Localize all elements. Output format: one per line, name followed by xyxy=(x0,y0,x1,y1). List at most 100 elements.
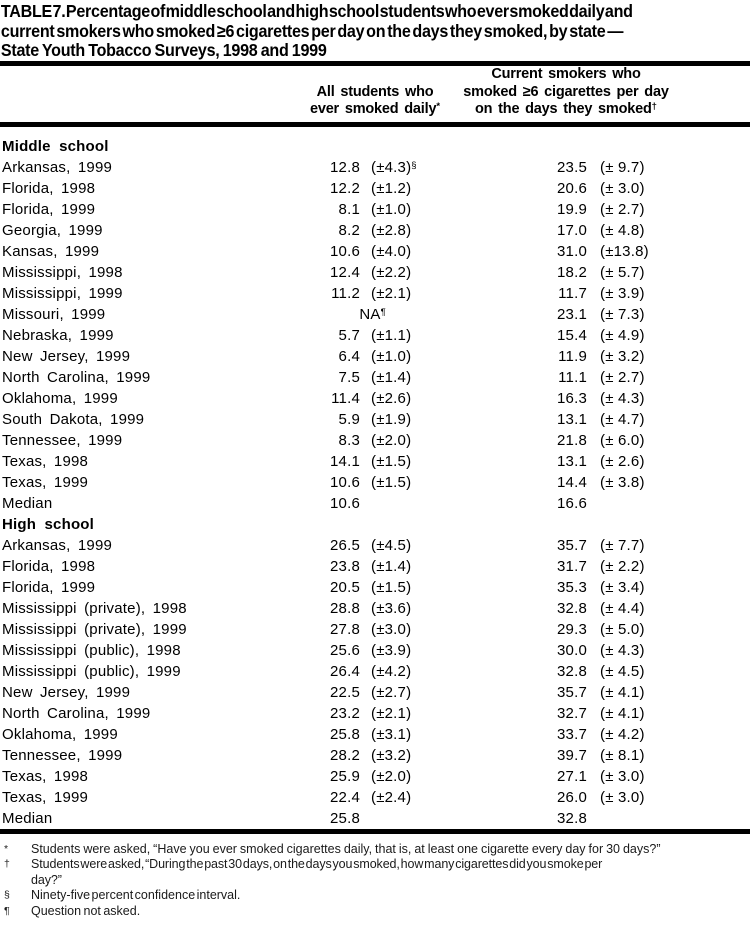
state-label: Florida, 1999 xyxy=(2,200,96,218)
value-ever-smoked-daily: 22.4 xyxy=(330,788,360,806)
value-ever-smoked-daily: 26.4 xyxy=(330,662,360,680)
state-label: Mississippi, 1998 xyxy=(2,263,123,281)
value-ever-smoked-daily: 10.6 xyxy=(330,242,360,260)
ci-current-smokers: (± 4.3) xyxy=(600,389,645,407)
state-label: South Dakota, 1999 xyxy=(2,410,145,428)
ci-current-smokers: (± 4.1) xyxy=(600,683,645,701)
ci-ever-smoked-daily: (±2.4) xyxy=(371,788,412,806)
state-label: Texas, 1999 xyxy=(2,788,89,806)
state-label: Florida, 1998 xyxy=(2,179,96,197)
footnote: † Students were asked, “During the past … xyxy=(0,857,611,888)
ci-current-smokers: (± 4.7) xyxy=(600,410,645,428)
value-current-smokers: 11.1 xyxy=(558,368,587,386)
value-current-smokers: 11.7 xyxy=(558,284,587,302)
state-label: Texas, 1998 xyxy=(2,767,89,785)
section-header-row: Middle school xyxy=(0,136,750,157)
value-current-smokers: 18.2 xyxy=(557,263,587,281)
footnote-text: Ninety-five percent confidence interval. xyxy=(31,888,241,902)
table-row: New Jersey, 1999 6.4 (±1.0) 11.9 (± 3.2) xyxy=(0,346,750,367)
footnote-marker: § xyxy=(4,889,10,901)
state-label: Mississippi (public), 1999 xyxy=(2,662,181,680)
table-row: Mississippi (private), 1999 27.8 (±3.0) … xyxy=(0,619,750,640)
state-label: Mississippi (private), 1998 xyxy=(2,599,187,617)
column-header-current-smokers: Current smokers who smoked ≥6 cigarettes … xyxy=(463,66,669,117)
ci-current-smokers: (± 3.8) xyxy=(600,473,645,491)
value-ever-smoked-daily: 20.5 xyxy=(330,578,360,596)
section-label: High school xyxy=(2,515,95,533)
ci-current-smokers: (± 3.2) xyxy=(600,347,645,365)
ci-ever-smoked-daily: (±2.2) xyxy=(371,263,412,281)
ci-ever-smoked-daily: (±4.2) xyxy=(371,662,412,680)
value-current-smokers: 35.7 xyxy=(557,536,587,554)
table-row: Arkansas, 1999 26.5 (±4.5) 35.7 (± 7.7) xyxy=(0,535,750,556)
ci-current-smokers: (± 2.6) xyxy=(600,452,645,470)
ci-ever-smoked-daily: (±2.7) xyxy=(371,683,412,701)
value-current-smokers: 31.0 xyxy=(557,242,587,260)
value-ever-smoked-daily: 5.9 xyxy=(338,410,360,428)
value-ever-smoked-daily: 25.9 xyxy=(330,767,360,785)
ci-ever-smoked-daily: (±2.8) xyxy=(371,221,412,239)
ci-current-smokers: (± 3.0) xyxy=(600,788,645,806)
value-ever-smoked-daily: 28.2 xyxy=(330,746,360,764)
value-ever-smoked-daily: 14.1 xyxy=(330,452,360,470)
state-label: North Carolina, 1999 xyxy=(2,704,151,722)
value-current-smokers: 11.9 xyxy=(558,347,587,365)
table-row: Florida, 1998 12.2 (±1.2) 20.6 (± 3.0) xyxy=(0,178,750,199)
ci-current-smokers: (± 3.0) xyxy=(600,767,645,785)
state-label: Arkansas, 1999 xyxy=(2,536,113,554)
state-label: Kansas, 1999 xyxy=(2,242,100,260)
table-row: Oklahoma, 1999 11.4 (±2.6) 16.3 (± 4.3) xyxy=(0,388,750,409)
footnote-text: Question not asked. xyxy=(31,903,141,918)
ci-ever-smoked-daily: (±1.5) xyxy=(371,452,412,470)
table-row: Florida, 1998 23.8 (±1.4) 31.7 (± 2.2) xyxy=(0,556,750,577)
table-row: Kansas, 1999 10.6 (±4.0) 31.0 (±13.8) xyxy=(0,241,750,262)
value-current-smokers: 31.7 xyxy=(557,557,587,575)
ci-current-smokers: (± 5.0) xyxy=(600,620,645,638)
table-row: Texas, 1999 10.6 (±1.5) 14.4 (± 3.8) xyxy=(0,472,750,493)
ci-ever-smoked-daily: (±1.5) xyxy=(371,473,412,491)
value-ever-smoked-daily: 10.6 xyxy=(330,473,360,491)
table-row: Texas, 1998 14.1 (±1.5) 13.1 (± 2.6) xyxy=(0,451,750,472)
footnote-marker: † xyxy=(4,858,10,870)
ci-current-smokers: (± 4.5) xyxy=(600,662,645,680)
section-header-row: High school xyxy=(0,514,750,535)
state-label: Tennessee, 1999 xyxy=(2,746,123,764)
ci-current-smokers: (± 9.7) xyxy=(600,158,645,176)
value-current-smokers: 16.6 xyxy=(557,494,587,512)
value-ever-smoked-daily: NA¶ xyxy=(359,305,386,323)
value-ever-smoked-daily: 5.7 xyxy=(338,326,360,344)
table-row: Texas, 1999 22.4 (±2.4) 26.0 (± 3.0) xyxy=(0,787,750,808)
value-current-smokers: 19.9 xyxy=(557,200,587,218)
ci-current-smokers: (± 4.1) xyxy=(600,704,645,722)
ci-ever-smoked-daily: (±3.6) xyxy=(371,599,412,617)
column-header-row: All students who ever smoked daily* Curre… xyxy=(0,66,750,122)
value-ever-smoked-daily: 12.2 xyxy=(330,179,360,197)
value-ever-smoked-daily: 11.4 xyxy=(331,389,360,407)
value-ever-smoked-daily: 25.6 xyxy=(330,641,360,659)
value-ever-smoked-daily: 22.5 xyxy=(330,683,360,701)
value-ever-smoked-daily: 8.1 xyxy=(338,200,360,218)
value-ever-smoked-daily: 25.8 xyxy=(330,809,360,827)
value-current-smokers: 35.7 xyxy=(557,683,587,701)
ci-current-smokers: (± 2.2) xyxy=(600,557,645,575)
ci-current-smokers: (± 2.7) xyxy=(600,200,645,218)
ci-ever-smoked-daily: (±3.1) xyxy=(371,725,412,743)
footnotes: * Students were asked, “Have you ever sm… xyxy=(0,834,750,920)
state-label: Mississippi (private), 1999 xyxy=(2,620,187,638)
value-current-smokers: 39.7 xyxy=(557,746,587,764)
ci-current-smokers: (± 6.0) xyxy=(600,431,645,449)
ci-ever-smoked-daily: (±3.2) xyxy=(371,746,412,764)
table-row: Texas, 1998 25.9 (±2.0) 27.1 (± 3.0) xyxy=(0,766,750,787)
state-label: Median xyxy=(2,494,53,512)
ci-current-smokers xyxy=(587,808,687,829)
ci-current-smokers: (± 4.3) xyxy=(600,641,645,659)
footnote: ¶ Question not asked. xyxy=(0,904,750,920)
ci-ever-smoked-daily: (±1.4) xyxy=(371,368,412,386)
value-ever-smoked-daily: 23.8 xyxy=(330,557,360,575)
value-current-smokers: 35.3 xyxy=(557,578,587,596)
table-row: Mississippi (public), 1999 26.4 (±4.2) 3… xyxy=(0,661,750,682)
table-row: North Carolina, 1999 23.2 (±2.1) 32.7 (±… xyxy=(0,703,750,724)
ci-ever-smoked-daily: (±1.2) xyxy=(371,179,412,197)
ci-ever-smoked-daily: (±4.5) xyxy=(371,536,412,554)
